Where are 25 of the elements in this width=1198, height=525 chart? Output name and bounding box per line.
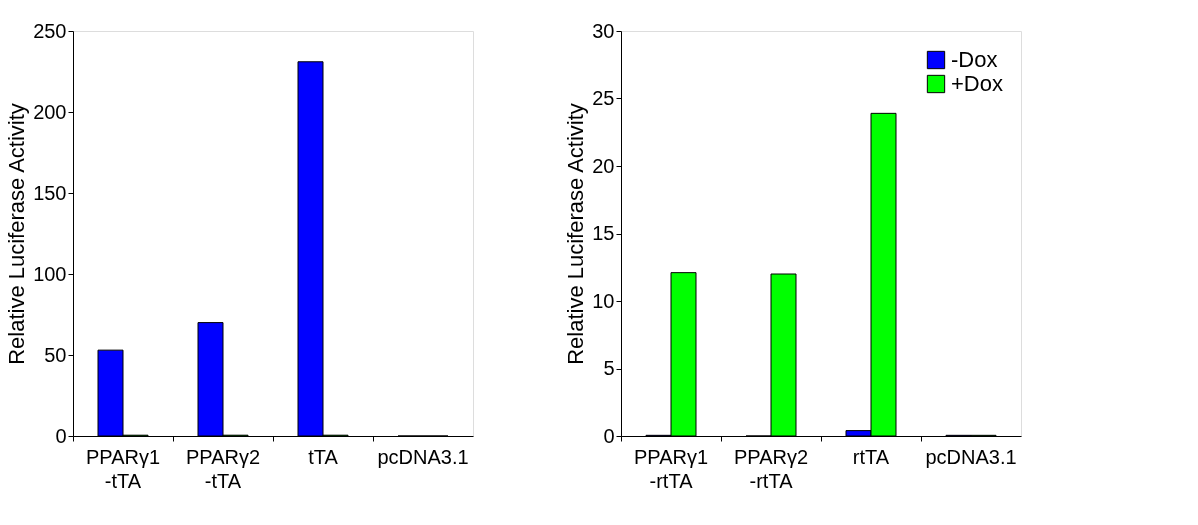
y-tick-label: 20 [592,154,615,177]
legend-label: -Dox [951,47,998,72]
y-tick-label: 0 [55,424,67,447]
x-tick-label: pcDNA3.1 [377,445,469,468]
x-tick-label: PPARγ1 -tTA [85,445,161,492]
y-tick-label: 15 [592,222,615,244]
legend-label: +Dox [951,71,1003,96]
x-tick-label: tTA [308,445,339,468]
y-tick-label: 30 [592,19,615,42]
x-tick-label: PPARγ2 -rtTA [733,445,809,492]
y-tick-label: 5 [603,357,615,379]
y-tick-label: 0 [603,424,615,447]
y-axis-title: Relative Luciferase Activity [563,103,589,365]
x-tick-label: PPARγ2 -tTA [185,445,261,492]
y-tick-label: 250 [33,19,67,42]
y-tick-label: 150 [33,181,67,204]
y-tick-label: 25 [592,87,615,109]
y-tick-label: 10 [592,289,615,312]
x-tick-label: pcDNA3.1 [925,445,1017,468]
y-tick-label: 100 [33,262,67,285]
x-tick-label: rtTA [852,445,890,468]
y-tick-label: 200 [33,100,67,123]
y-axis-title: Relative Luciferase Activity [4,103,30,365]
x-tick-label: PPARγ1 -rtTA [633,445,709,492]
y-tick-label: 50 [44,343,67,366]
